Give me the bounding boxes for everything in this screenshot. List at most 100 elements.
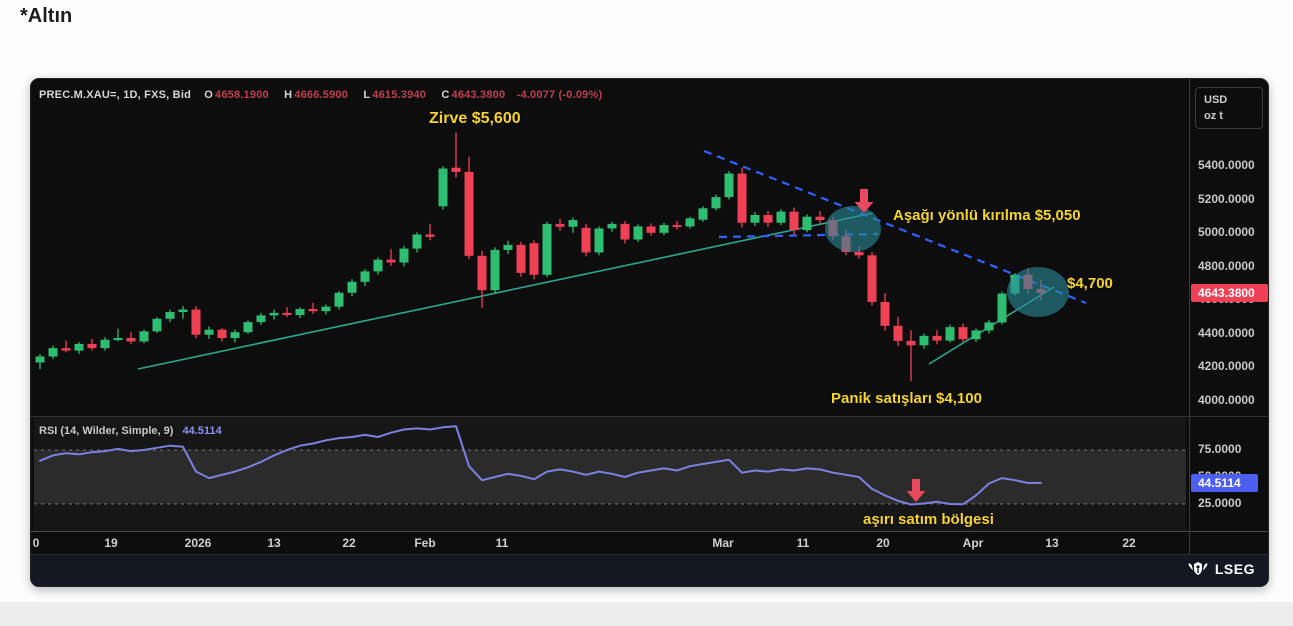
candle xyxy=(477,255,487,291)
candle xyxy=(776,211,786,223)
page-footer-strip xyxy=(0,602,1293,626)
lseg-label: LSEG xyxy=(1214,561,1255,577)
time-tick-label: Apr xyxy=(962,536,984,550)
time-axis[interactable]: 0 19 2026 13 22 Feb 11 Mar 11 20 Apr 13 22 xyxy=(31,532,1189,554)
bottom-bar: LSEG xyxy=(31,554,1268,586)
price-tick-label: 5200.0000 xyxy=(1198,191,1255,206)
candle xyxy=(672,225,682,228)
candle xyxy=(165,312,175,319)
candle xyxy=(243,322,253,333)
candle xyxy=(178,309,188,313)
candle xyxy=(35,356,45,363)
axis-separator xyxy=(31,531,1268,532)
high-value: 4666.5900 xyxy=(294,89,349,101)
candle xyxy=(737,173,747,223)
time-tick-label: 11 xyxy=(796,536,810,550)
candle xyxy=(217,329,227,339)
candle xyxy=(971,330,981,340)
candle xyxy=(139,331,149,342)
candle xyxy=(100,339,110,349)
candle xyxy=(867,255,877,302)
candle xyxy=(607,223,617,229)
annotation-peak: Zirve $5,600 xyxy=(429,110,521,127)
candle xyxy=(61,348,71,351)
candle xyxy=(152,318,162,332)
unit-box: USD oz t xyxy=(1195,87,1263,129)
low-value: 4615.3940 xyxy=(372,89,427,101)
time-tick-label: 13 xyxy=(267,536,281,550)
candle xyxy=(308,309,318,312)
candle xyxy=(74,343,84,351)
time-tick-label: 20 xyxy=(876,536,890,550)
price-tick-label: 4400.0000 xyxy=(1198,325,1255,340)
lseg-crest-icon xyxy=(1188,562,1208,575)
chart-canvas[interactable] xyxy=(31,79,1268,586)
rsi-value-badge: 44.5114 xyxy=(1191,474,1258,492)
candle xyxy=(529,243,539,275)
candle xyxy=(919,335,929,346)
price-tick-label: 5400.0000 xyxy=(1198,158,1255,172)
time-tick-label: 22 xyxy=(1122,536,1136,550)
candle xyxy=(269,312,279,316)
candle xyxy=(932,335,942,341)
down-arrow-oversold-icon xyxy=(906,479,926,502)
time-tick-label: 22 xyxy=(342,536,356,550)
candle xyxy=(334,292,344,307)
candle xyxy=(555,223,565,227)
pane-separator xyxy=(31,416,1268,417)
candle xyxy=(724,173,734,198)
candle xyxy=(399,248,409,263)
candle xyxy=(412,234,422,249)
candle xyxy=(347,281,357,293)
chart-card: PREC.M.XAU=, 1D, FXS, Bid O 4658.1900 H 46… xyxy=(30,78,1269,587)
candle xyxy=(191,309,201,335)
rsi-tick-label: 75.0000 xyxy=(1198,442,1242,456)
instrument-name: PREC.M.XAU=, 1D, FXS, Bid xyxy=(39,89,191,101)
candle xyxy=(633,226,643,240)
candle xyxy=(204,329,214,335)
candle xyxy=(789,211,799,231)
change-value: -4.0077 (-0.09%) xyxy=(516,89,603,101)
candle xyxy=(360,271,370,282)
close-value: 4643.3800 xyxy=(451,89,506,101)
rsi-label: RSI (14, Wilder, Simple, 9) xyxy=(39,425,174,437)
unit-label: oz t xyxy=(1204,110,1223,122)
candle xyxy=(373,259,383,272)
candle xyxy=(750,215,760,223)
candle xyxy=(87,343,97,349)
price-tick-label: 4800.0000 xyxy=(1198,258,1255,273)
open-label: O xyxy=(204,89,214,101)
annotation-4700: $4,700 xyxy=(1067,275,1113,292)
candle xyxy=(984,322,994,331)
candle xyxy=(906,340,916,346)
rsi-tick-label: 25.0000 xyxy=(1198,496,1242,510)
candle xyxy=(126,338,136,342)
candle xyxy=(620,223,630,240)
price-axis-panel[interactable]: USD oz t 5400.0000 5200.0000 5000.0000 4800… xyxy=(1190,79,1268,554)
down-arrow-breakdown-icon xyxy=(854,189,874,213)
annotation-breakdown: Aşağı yönlü kırılma $5,050 xyxy=(893,207,1081,224)
close-label: C xyxy=(441,89,450,101)
candle xyxy=(503,244,513,250)
low-label: L xyxy=(363,89,371,101)
currency-label: USD xyxy=(1204,94,1228,106)
open-value: 4658.1900 xyxy=(215,89,269,101)
candle xyxy=(490,249,500,291)
page-title: *Altın xyxy=(20,5,73,27)
candle xyxy=(594,228,604,253)
price-axis-separator xyxy=(1189,79,1190,554)
candle xyxy=(945,327,955,341)
candle xyxy=(997,293,1007,323)
time-tick-label: 11 xyxy=(495,536,509,550)
candle xyxy=(880,301,890,326)
time-tick-label: 0 xyxy=(32,536,40,550)
high-label: H xyxy=(284,89,293,101)
candle xyxy=(386,259,396,263)
candle xyxy=(568,220,578,227)
candle xyxy=(113,338,123,341)
candle xyxy=(581,227,591,253)
time-tick-label: 2026 xyxy=(184,536,212,550)
time-tick-label: Feb xyxy=(414,536,436,550)
candle xyxy=(698,208,708,220)
